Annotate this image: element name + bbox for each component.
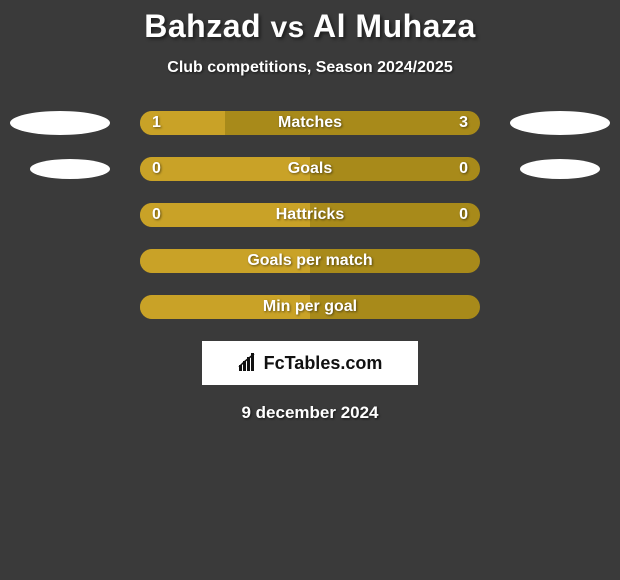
player-marker-right [520,159,600,179]
logo-text: FcTables.com [264,353,383,374]
title-player1: Bahzad [144,8,261,44]
stat-bar: Min per goal [140,295,480,319]
stat-label: Goals per match [140,249,480,273]
stat-label: Matches [140,111,480,135]
stat-bar: 13Matches [140,111,480,135]
title-player2: Al Muhaza [313,8,476,44]
stat-row: Goals per match [0,249,620,273]
stats-section: 13Matches 00Goals 00Hattricks Goals per mat… [0,111,620,319]
title-vs: vs [270,11,304,44]
stat-bar: Goals per match [140,249,480,273]
subtitle: Club competitions, Season 2024/2025 [0,59,620,77]
stat-bar: 00Hattricks [140,203,480,227]
stat-label: Hattricks [140,203,480,227]
stat-bar: 00Goals [140,157,480,181]
player-marker-left [30,159,110,179]
stat-row: 00Goals [0,157,620,181]
infographic-container: Bahzad vs Al Muhaza Club competitions, S… [0,0,620,580]
player-marker-right [510,111,610,135]
stat-label: Min per goal [140,295,480,319]
page-title: Bahzad vs Al Muhaza [0,8,620,45]
stat-row: Min per goal [0,295,620,319]
stat-row: 13Matches [0,111,620,135]
stat-row: 00Hattricks [0,203,620,227]
logo-box: FcTables.com [202,341,418,385]
player-marker-left [10,111,110,135]
stat-label: Goals [140,157,480,181]
chart-bars-icon [238,353,260,373]
logo: FcTables.com [238,353,383,374]
date-text: 9 december 2024 [0,403,620,423]
